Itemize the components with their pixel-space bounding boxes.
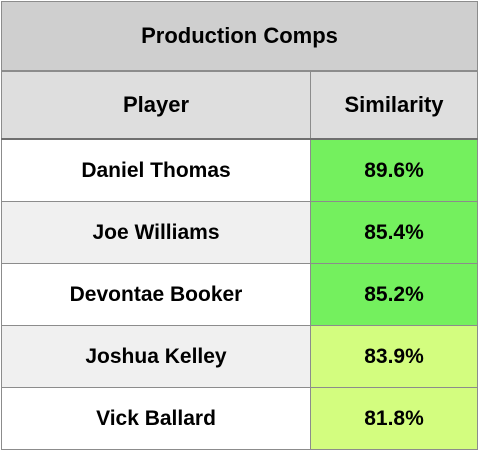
player-cell: Vick Ballard [1, 387, 311, 450]
player-cell: Joe Williams [1, 201, 311, 264]
table-title: Production Comps [1, 1, 478, 72]
table-row: Joshua Kelley 83.9% [1, 325, 478, 388]
table-row: Vick Ballard 81.8% [1, 387, 478, 450]
column-header-similarity: Similarity [310, 70, 478, 140]
player-cell: Joshua Kelley [1, 325, 311, 388]
column-header-player: Player [1, 70, 311, 140]
header-row: Player Similarity [1, 70, 478, 140]
similarity-cell: 81.8% [310, 387, 478, 450]
similarity-cell: 83.9% [310, 325, 478, 388]
player-cell: Daniel Thomas [1, 138, 311, 202]
table-row: Joe Williams 85.4% [1, 201, 478, 264]
similarity-cell: 85.2% [310, 263, 478, 326]
table-row: Devontae Booker 85.2% [1, 263, 478, 326]
title-row: Production Comps [1, 1, 478, 72]
similarity-cell: 85.4% [310, 201, 478, 264]
table-row: Daniel Thomas 89.6% [1, 138, 478, 202]
player-cell: Devontae Booker [1, 263, 311, 326]
similarity-cell: 89.6% [310, 138, 478, 202]
